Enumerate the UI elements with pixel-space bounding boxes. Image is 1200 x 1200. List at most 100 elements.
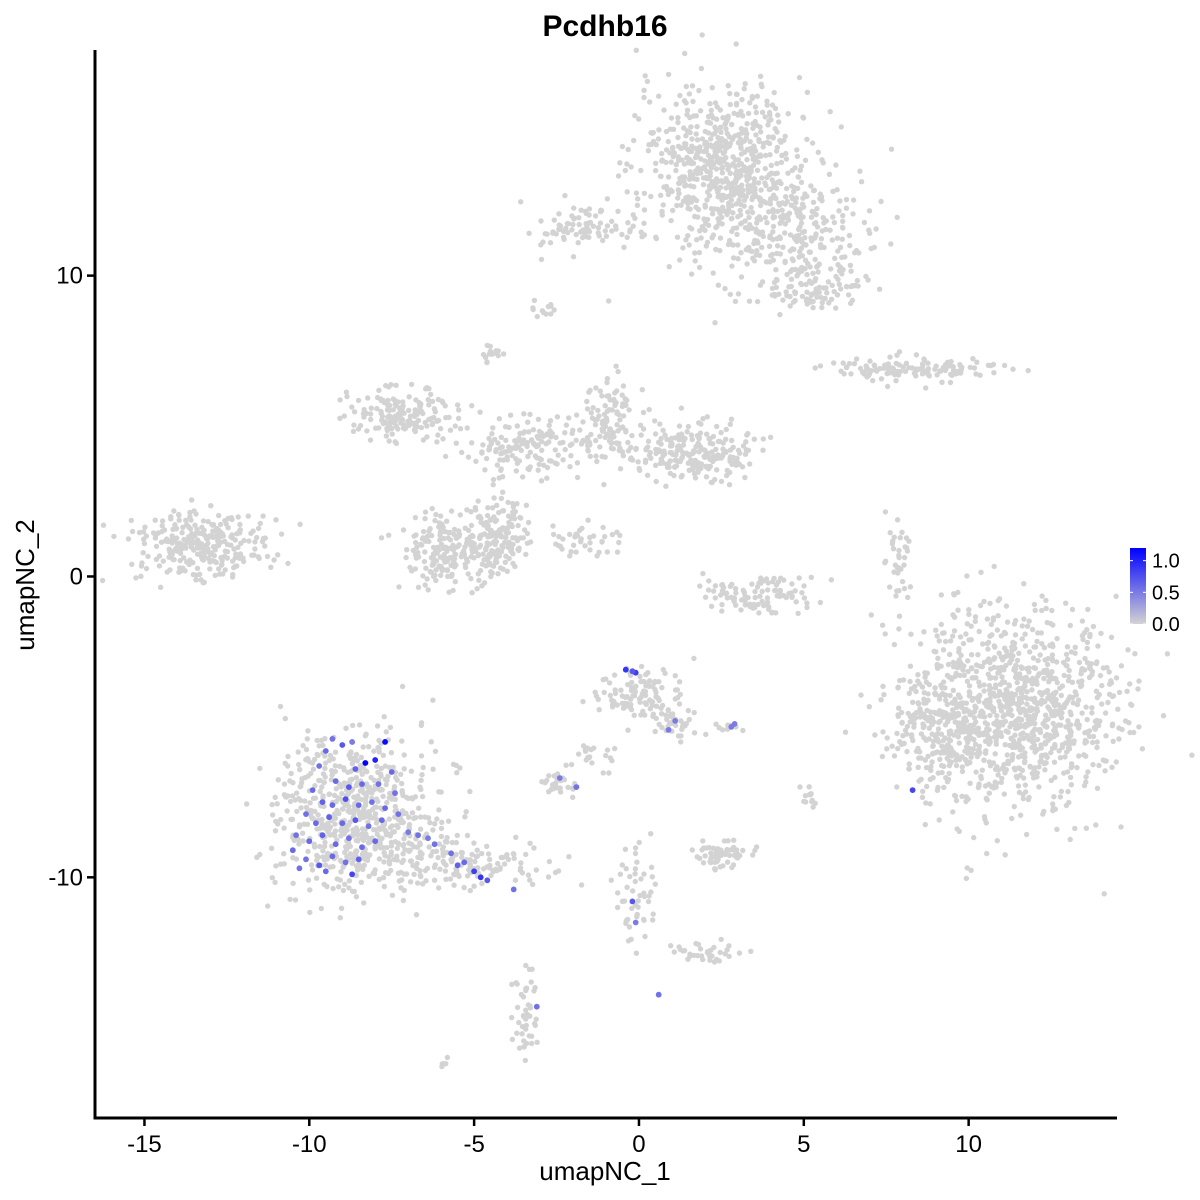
cell-point — [966, 607, 972, 613]
cell-point — [740, 113, 746, 119]
cell-point — [1128, 701, 1134, 707]
cell-point — [296, 761, 302, 768]
cell-point — [523, 962, 529, 969]
cell-point — [170, 526, 176, 532]
cell-point — [1074, 701, 1081, 708]
cell-point — [954, 826, 960, 832]
cell-point — [641, 220, 647, 226]
cell-point — [638, 167, 644, 174]
cell-point — [321, 779, 327, 786]
cell-point — [992, 675, 999, 681]
cell-point — [994, 718, 1000, 724]
cell-point — [738, 168, 744, 174]
cell-point — [241, 537, 247, 544]
cell-point — [816, 289, 822, 296]
cell-point — [737, 136, 744, 142]
cell-point — [587, 453, 593, 459]
cell-point — [911, 370, 918, 376]
cell-point — [772, 126, 778, 132]
cell-point — [1049, 745, 1056, 751]
cell-point — [355, 837, 361, 843]
cell-point — [960, 721, 967, 727]
cell-point — [754, 220, 760, 226]
cell-point — [946, 770, 952, 777]
cell-point — [496, 509, 502, 516]
cell-point — [629, 684, 635, 691]
cell-point — [719, 582, 725, 588]
cell-point — [653, 462, 659, 468]
cell-point — [898, 566, 904, 572]
cell-point — [700, 416, 706, 422]
cell-point — [367, 437, 374, 443]
cell-point — [683, 450, 690, 456]
cell-point — [1061, 770, 1067, 776]
cell-point — [429, 532, 435, 539]
cell-point — [936, 638, 942, 644]
cell-point — [1012, 617, 1019, 624]
cell-point — [585, 443, 591, 449]
cell-point — [181, 555, 187, 561]
cell-point — [934, 665, 941, 671]
cell-point — [1132, 651, 1138, 657]
cell-point — [308, 807, 314, 814]
cell-point — [931, 719, 937, 725]
cell-point — [1103, 733, 1109, 739]
cell-point — [930, 738, 937, 745]
cell-point — [727, 454, 734, 460]
cell-point — [817, 195, 823, 202]
cell-point — [649, 699, 655, 705]
cell-point — [712, 320, 718, 326]
cell-point — [733, 590, 739, 596]
cell-point — [656, 697, 662, 704]
cell-point — [290, 780, 296, 786]
cell-point — [617, 466, 624, 472]
cell-point — [830, 188, 836, 195]
cell-point — [894, 784, 900, 790]
cell-point — [909, 365, 915, 371]
cell-point — [938, 592, 944, 598]
cell-point — [850, 211, 856, 217]
cell-point — [457, 426, 464, 432]
cell-point — [1089, 710, 1095, 716]
cell-point — [488, 516, 494, 523]
cell-point — [525, 519, 532, 526]
cell-point — [292, 897, 299, 903]
cell-point — [633, 950, 640, 956]
cell-point — [620, 705, 627, 711]
cell-point — [709, 235, 715, 241]
cell-point — [714, 846, 721, 852]
cell-point — [478, 519, 484, 525]
cell-point — [453, 562, 459, 568]
cell-point — [664, 716, 670, 722]
cell-point — [601, 481, 607, 488]
cell-point — [778, 139, 784, 145]
cell-point — [736, 197, 742, 203]
cell-point — [650, 917, 656, 923]
cell-point — [726, 237, 733, 244]
cell-point — [503, 553, 509, 559]
cell-point — [388, 839, 394, 846]
cell-point — [292, 797, 298, 803]
cell-point — [777, 214, 784, 220]
cell-point — [1118, 663, 1125, 669]
cell-point — [1021, 616, 1027, 622]
cell-point — [1009, 757, 1015, 763]
cell-point — [498, 434, 504, 440]
cell-point — [689, 83, 696, 89]
cell-point — [747, 461, 753, 467]
cell-point — [836, 208, 842, 214]
cell-point — [818, 294, 824, 301]
cell-point — [234, 563, 240, 569]
cell-point — [517, 430, 523, 437]
cell-point — [1002, 712, 1008, 718]
cell-point — [619, 693, 625, 699]
cell-point — [1053, 689, 1059, 695]
cell-point — [1031, 695, 1038, 701]
cell-point — [350, 827, 356, 833]
cell-point — [600, 770, 606, 776]
cell-point — [698, 235, 704, 241]
cell-point — [833, 162, 839, 168]
cell-point — [733, 176, 739, 183]
cell-point — [1003, 648, 1010, 654]
cell-point — [970, 695, 976, 702]
